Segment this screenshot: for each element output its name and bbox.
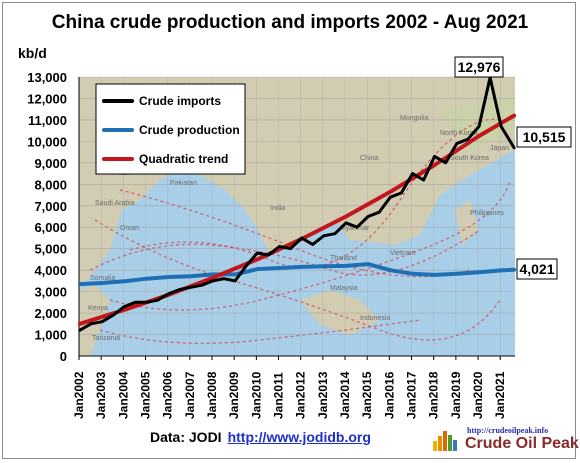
legend-entry: Quadratic trend bbox=[139, 152, 228, 166]
y-ticks: 0 1,000 2,000 3,000 4,000 5,000 6,000 7,000 8,00… bbox=[27, 70, 67, 364]
x-tick-label: Jan2008 bbox=[205, 371, 219, 419]
map-label: India bbox=[270, 205, 285, 212]
map-label: Kenya bbox=[88, 305, 108, 312]
annotation-box bbox=[516, 126, 572, 148]
value-annotations: 12,976 10,515 4,021 bbox=[454, 56, 572, 280]
y-tick-label: 13,000 bbox=[27, 70, 67, 85]
annotation-label: 12,976 bbox=[458, 59, 501, 75]
x-tick-label: Jan2004 bbox=[116, 371, 130, 419]
landmass-philippines bbox=[455, 200, 478, 245]
x-tick-label: Jan2013 bbox=[316, 371, 330, 419]
legend: Crude imports Crude production Quadratic t… bbox=[95, 83, 246, 175]
logo-url: http://crudeoilpeak.info bbox=[467, 426, 549, 435]
x-tick-label: Jan2018 bbox=[427, 371, 441, 419]
x-tick-label: Jan2014 bbox=[338, 371, 352, 419]
x-tick-label: Jan2006 bbox=[161, 371, 175, 419]
annotation-box bbox=[454, 56, 504, 78]
map-label: Japan bbox=[490, 145, 509, 152]
x-ticks: Jan2002 Jan2003 Jan2004 Jan2005 Jan2006 Jan20… bbox=[72, 356, 507, 419]
map-label: Vietnam bbox=[390, 250, 416, 257]
annotation-label: 4,021 bbox=[519, 261, 554, 277]
x-tick-label: Jan2005 bbox=[139, 371, 153, 419]
legend-entry: Crude production bbox=[139, 123, 240, 137]
y-tick-label: 3,000 bbox=[34, 285, 67, 300]
map-label: Saudi Arabia bbox=[95, 200, 135, 207]
map-label: Somalia bbox=[90, 275, 115, 282]
x-tick-label: Jan2011 bbox=[272, 372, 286, 419]
y-tick-label: 10,000 bbox=[27, 134, 67, 149]
y-tick-label: 6,000 bbox=[34, 220, 67, 235]
x-tick-label: Jan2015 bbox=[360, 371, 374, 419]
crude-oil-peak-logo[interactable]: http://crudeoilpeak.info Crude Oil Peak bbox=[431, 424, 579, 454]
x-tick-label: Jan2009 bbox=[227, 371, 241, 419]
map-label: Tanzania bbox=[92, 335, 120, 342]
x-tick-label: Jan2002 bbox=[72, 371, 86, 419]
y-tick-label: 4,000 bbox=[34, 263, 67, 278]
map-label: Philippines bbox=[470, 210, 504, 217]
x-tick-label: Jan2021 bbox=[493, 371, 507, 419]
tanker-routes bbox=[89, 118, 511, 344]
y-tick-label: 11,000 bbox=[28, 113, 67, 128]
tanker-route bbox=[94, 219, 501, 341]
map-label: Pakistan bbox=[170, 180, 197, 187]
annotation-label: 10,515 bbox=[523, 129, 566, 145]
chart-frame bbox=[2, 2, 576, 459]
source-line: Data: JODI http://www.jodidb.org bbox=[150, 429, 371, 445]
x-tick-label: Jan2010 bbox=[249, 371, 263, 419]
map-label: China bbox=[360, 155, 378, 162]
legend-entry: Crude imports bbox=[139, 94, 221, 108]
x-tick-label: Jan2012 bbox=[294, 371, 308, 419]
annotation-box bbox=[516, 258, 558, 280]
map-label: Thailand bbox=[330, 255, 357, 262]
x-tick-label: Jan2019 bbox=[449, 371, 463, 419]
map-label: Indonesia bbox=[360, 315, 390, 322]
map-label: South Korea bbox=[450, 155, 489, 162]
y-tick-label: 8,000 bbox=[34, 177, 67, 192]
source-link[interactable]: http://www.jodidb.org bbox=[227, 429, 371, 445]
y-tick-label: 0 bbox=[60, 349, 67, 364]
map-label: Myanmar bbox=[340, 225, 370, 232]
y-tick-label: 12,000 bbox=[27, 91, 67, 106]
y-tick-label: 7,000 bbox=[34, 199, 67, 214]
landmass-indonesia bbox=[300, 290, 380, 335]
x-tick-label: Jan2017 bbox=[405, 371, 419, 419]
series-line-crude-imports bbox=[78, 76, 516, 332]
tanker-route bbox=[129, 118, 506, 268]
x-tick-label: Jan2016 bbox=[382, 371, 396, 419]
map-label: Oman bbox=[120, 225, 139, 232]
logo-name: Crude Oil Peak bbox=[465, 435, 579, 452]
y-tick-label: 1,000 bbox=[34, 328, 67, 343]
map-label: Mongolia bbox=[400, 115, 429, 122]
y-axis-label: kb/d bbox=[18, 45, 47, 61]
x-tick-label: Jan2003 bbox=[94, 371, 108, 419]
x-tick-label: Jan2007 bbox=[183, 371, 197, 419]
tanker-route bbox=[99, 319, 421, 344]
series-line-crude-production bbox=[77, 262, 517, 287]
logo-icon bbox=[433, 431, 457, 451]
tanker-route bbox=[109, 179, 511, 311]
source-label: Data: JODI bbox=[150, 429, 222, 445]
x-tick-label: Jan2020 bbox=[471, 371, 485, 419]
series-lines bbox=[77, 76, 517, 332]
y-tick-label: 5,000 bbox=[34, 242, 67, 257]
map-label: Malaysia bbox=[330, 285, 358, 292]
y-tick-label: 2,000 bbox=[34, 306, 67, 321]
chart-title: China crude production and imports 2002 … bbox=[51, 12, 529, 33]
tanker-route bbox=[89, 229, 481, 276]
map-label: North Korea bbox=[440, 130, 478, 137]
y-tick-label: 9,000 bbox=[34, 156, 67, 171]
